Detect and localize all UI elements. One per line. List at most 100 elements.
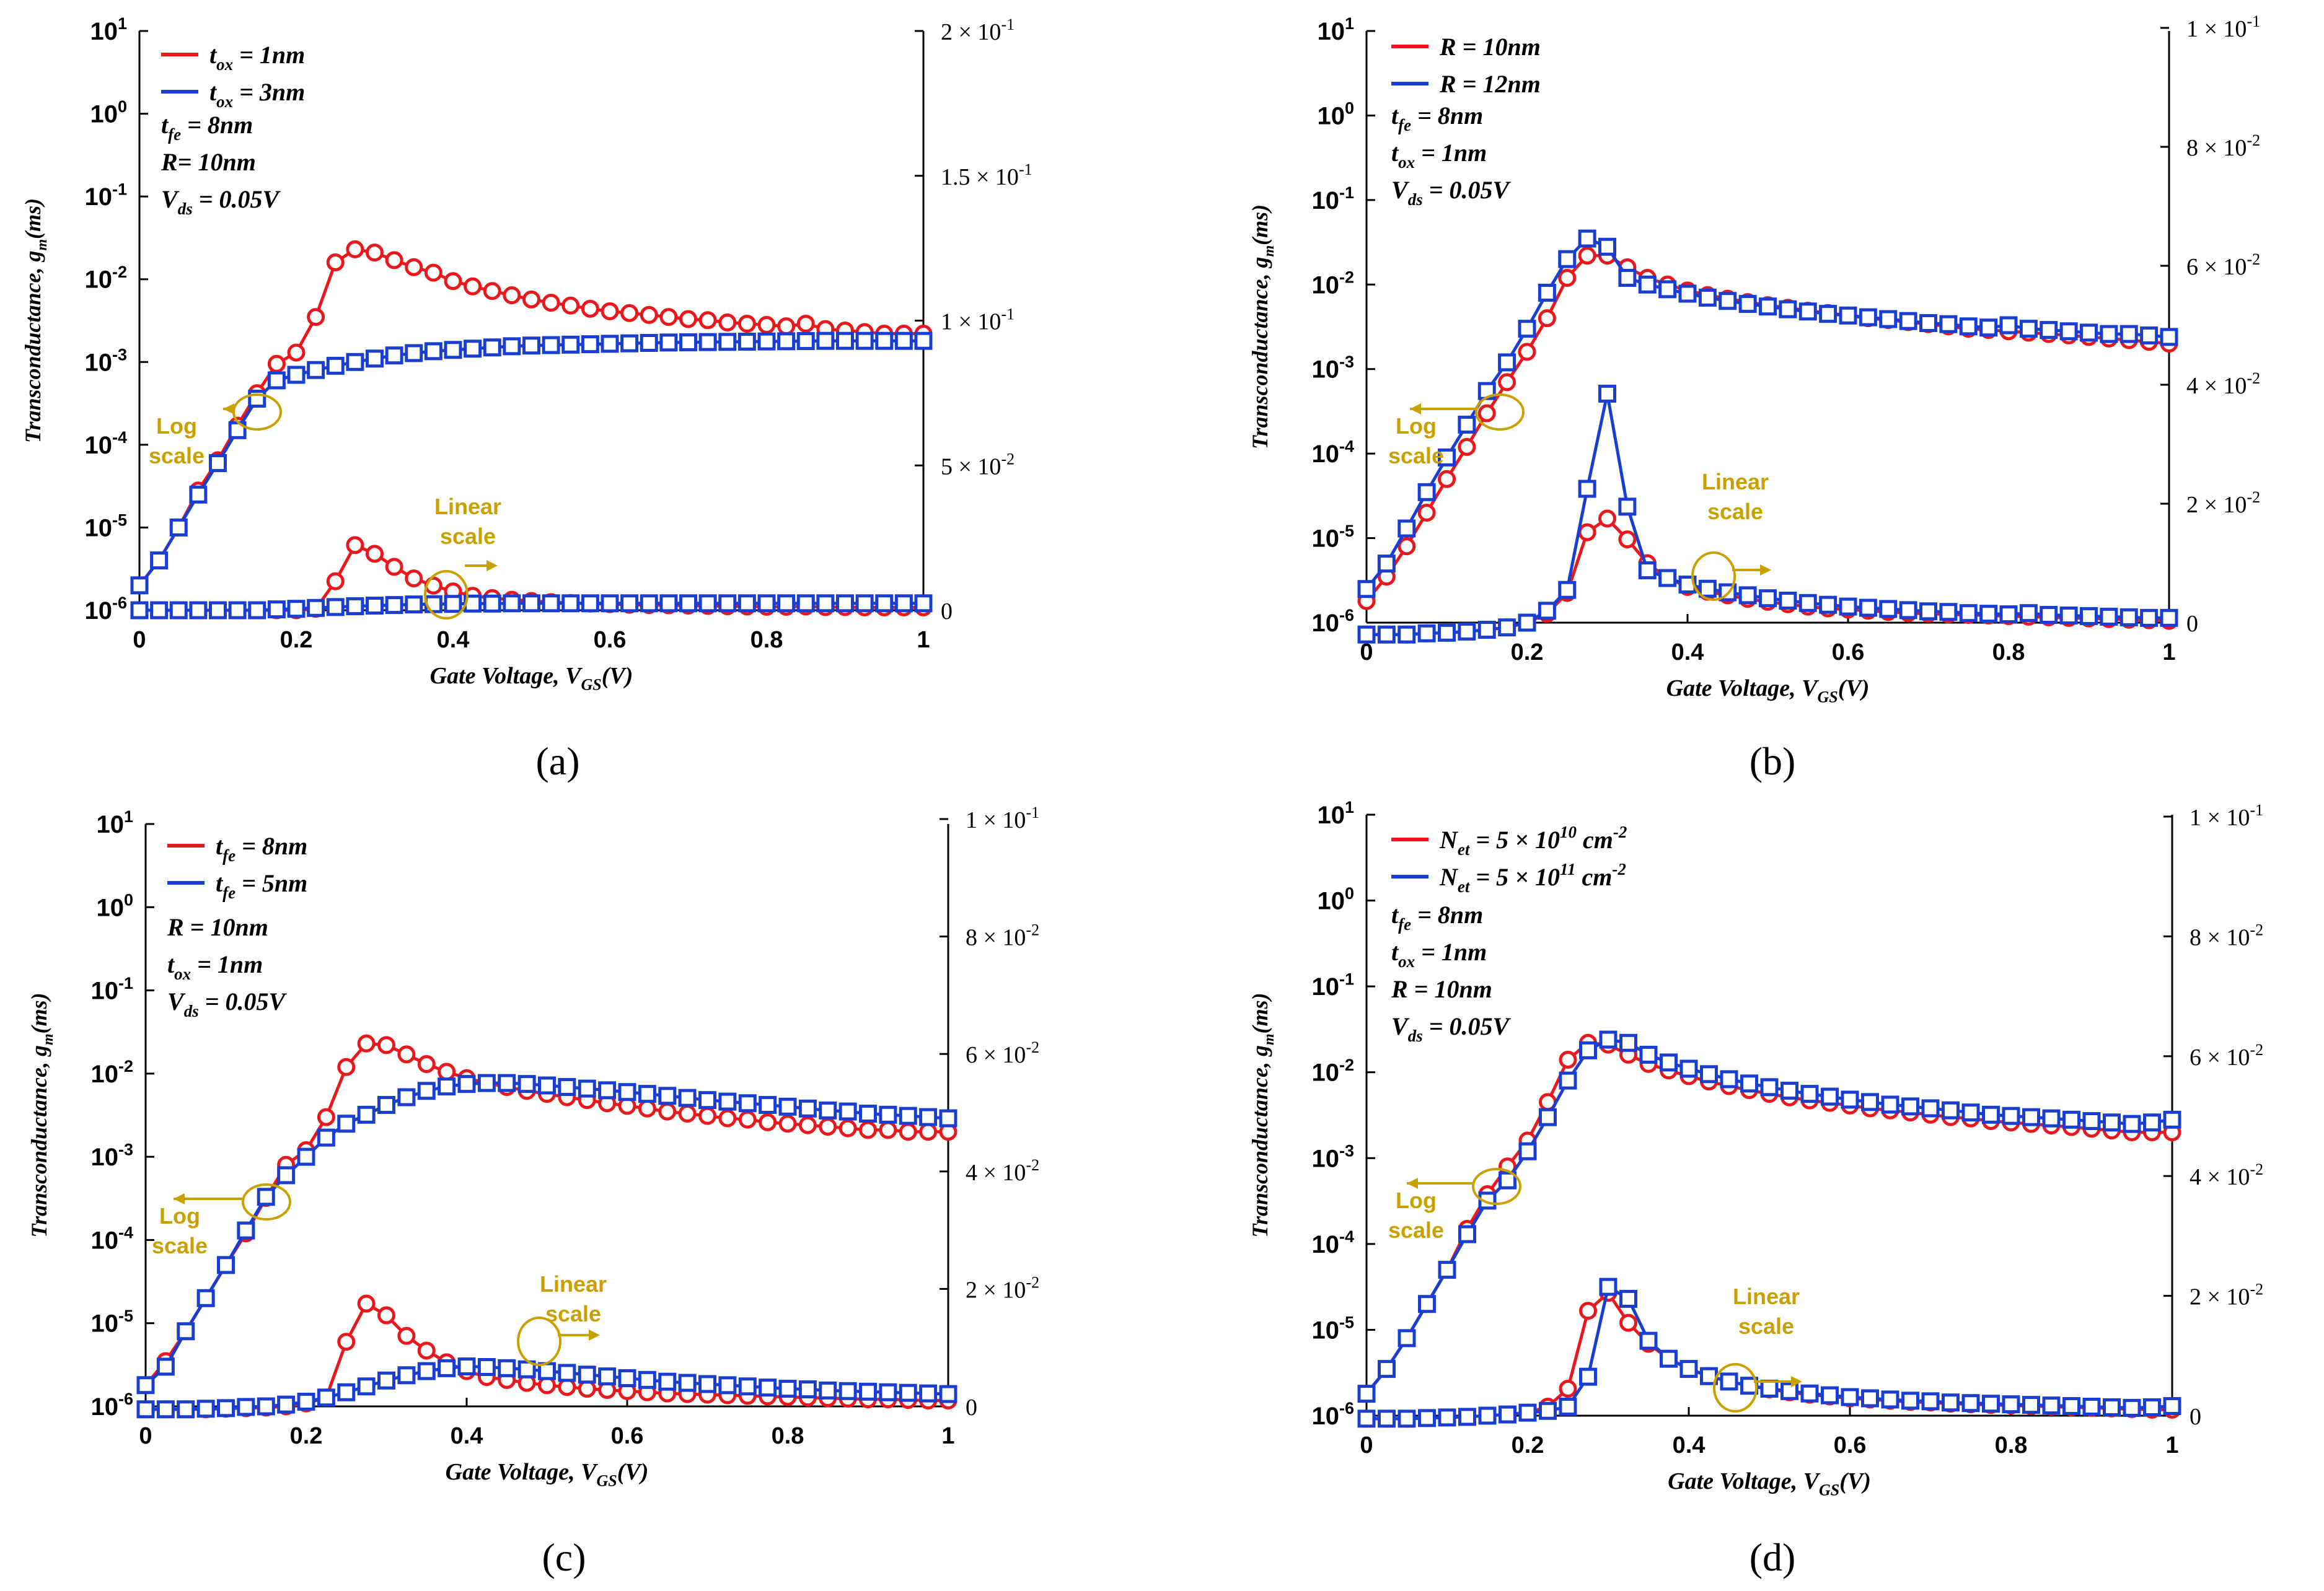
data-point [477, 1074, 496, 1092]
data-point [679, 594, 697, 613]
data-point [317, 1388, 335, 1407]
data-point [620, 304, 639, 322]
legend-label: R = 10nm [1439, 33, 1541, 61]
y-left-tick-label: 101​ [1317, 14, 1354, 45]
data-point [798, 1380, 817, 1399]
data-point [1800, 1085, 1819, 1103]
data-point [209, 454, 227, 472]
data-point [561, 296, 580, 315]
data-point [1397, 519, 1416, 538]
data-point [1499, 1405, 1516, 1424]
data-point [385, 251, 403, 270]
y-left-tick-label: 10-6​ [1311, 606, 1354, 637]
data-point [2042, 1109, 2061, 1128]
data-point [859, 1121, 877, 1139]
data-point [1759, 589, 1777, 608]
data-point [464, 340, 482, 358]
y-left-tick-label: 100​ [1317, 884, 1354, 915]
data-point [1357, 625, 1376, 644]
data-point [417, 1082, 436, 1100]
parameter-label: Vds = 0.05V [1391, 176, 1511, 209]
data-point [438, 1077, 456, 1096]
data-point [2140, 326, 2159, 344]
data-point [1619, 1033, 1637, 1052]
parameter-label: tox = 1nm [1391, 938, 1487, 971]
data-point [838, 1382, 857, 1400]
y-left-tick-label: 10-3​ [90, 1140, 133, 1171]
data-point [1558, 268, 1577, 287]
data-point [1438, 1261, 1456, 1279]
x-tick-label: 0.6 [1834, 1432, 1867, 1458]
data-point [1378, 1360, 1396, 1378]
y-right-tick-label: 1 × 10-1​ [941, 305, 1015, 335]
data-point [620, 594, 639, 613]
x-tick-label: 0 [1360, 639, 1373, 665]
data-point [346, 353, 364, 371]
panel-caption: (c) [542, 1535, 586, 1579]
data-point [1700, 1065, 1718, 1084]
data-point [1760, 1078, 1779, 1097]
data-point [483, 338, 501, 357]
y-left-tick-label: 101​ [90, 14, 127, 45]
data-point [417, 1341, 436, 1360]
y-left-tick-label: 10-2​ [84, 263, 127, 294]
data-point [405, 258, 423, 276]
data-point [424, 263, 442, 282]
y-right-tick-label: 2 × 10-1​ [941, 15, 1015, 45]
data-point [2140, 608, 2159, 627]
data-point [1901, 1392, 1919, 1410]
data-point [718, 333, 737, 351]
data-point [659, 333, 678, 352]
data-point [209, 601, 227, 620]
data-point [581, 594, 599, 613]
log-scale-arrowhead [1410, 403, 1421, 414]
linear-scale-arrowhead [1760, 564, 1771, 576]
y-left-tick-label: 10-4​ [90, 1224, 133, 1255]
data-point [1357, 1385, 1376, 1403]
data-point [503, 594, 521, 613]
data-point [1558, 581, 1577, 599]
data-point [1578, 229, 1596, 248]
linear-scale-marker [517, 1317, 561, 1366]
data-point [377, 1371, 395, 1390]
y-left-tick-label: 10-5​ [90, 1307, 133, 1338]
data-point [658, 1102, 677, 1121]
data-point [357, 1294, 376, 1313]
data-point [698, 311, 717, 330]
data-point [277, 1166, 296, 1185]
linear-scale-label: scale [1738, 1313, 1794, 1339]
data-point [438, 1063, 456, 1081]
data-point [267, 371, 286, 390]
data-point [1839, 306, 1857, 325]
y-left-tick-label: 10-1​ [84, 180, 127, 211]
x-tick-label: 0.4 [437, 627, 470, 653]
panel-b: 0 0.2 0.4 0.6 0.8 1 101​ 100​ 10-1​ 10-2​ 10-3​ 10-… [1248, 12, 2260, 783]
data-point [698, 333, 717, 351]
data-point [875, 331, 894, 350]
linear-scale-marker [1691, 551, 1736, 601]
data-point [297, 1147, 315, 1166]
data-point [816, 594, 835, 613]
parameter-label: Vds = 0.05V [1391, 1012, 1511, 1045]
data-point [150, 601, 169, 620]
y-left-tick-label: 10-5​ [1311, 522, 1354, 553]
data-point [879, 1105, 897, 1124]
data-point [1719, 292, 1737, 310]
x-tick-label: 0.4 [1673, 1432, 1706, 1458]
data-point [1418, 1409, 1436, 1427]
data-point [326, 598, 345, 616]
data-point [1619, 1313, 1637, 1332]
data-point [1598, 384, 1616, 403]
data-point [1901, 1097, 1919, 1116]
data-point [1618, 268, 1637, 287]
data-point [2019, 604, 2038, 623]
data-point [477, 1357, 496, 1376]
y-left-tick-label: 100​ [90, 97, 127, 128]
data-point [2019, 320, 2038, 338]
data-point [1498, 353, 1516, 372]
x-tick-label: 1 [2162, 639, 2175, 665]
y-axis-title: Transconductance, gm(ms) [1248, 993, 1277, 1237]
y-axis-title: Transconductance, gm(ms) [27, 993, 56, 1237]
data-point [2160, 328, 2178, 346]
data-point [859, 1382, 877, 1401]
